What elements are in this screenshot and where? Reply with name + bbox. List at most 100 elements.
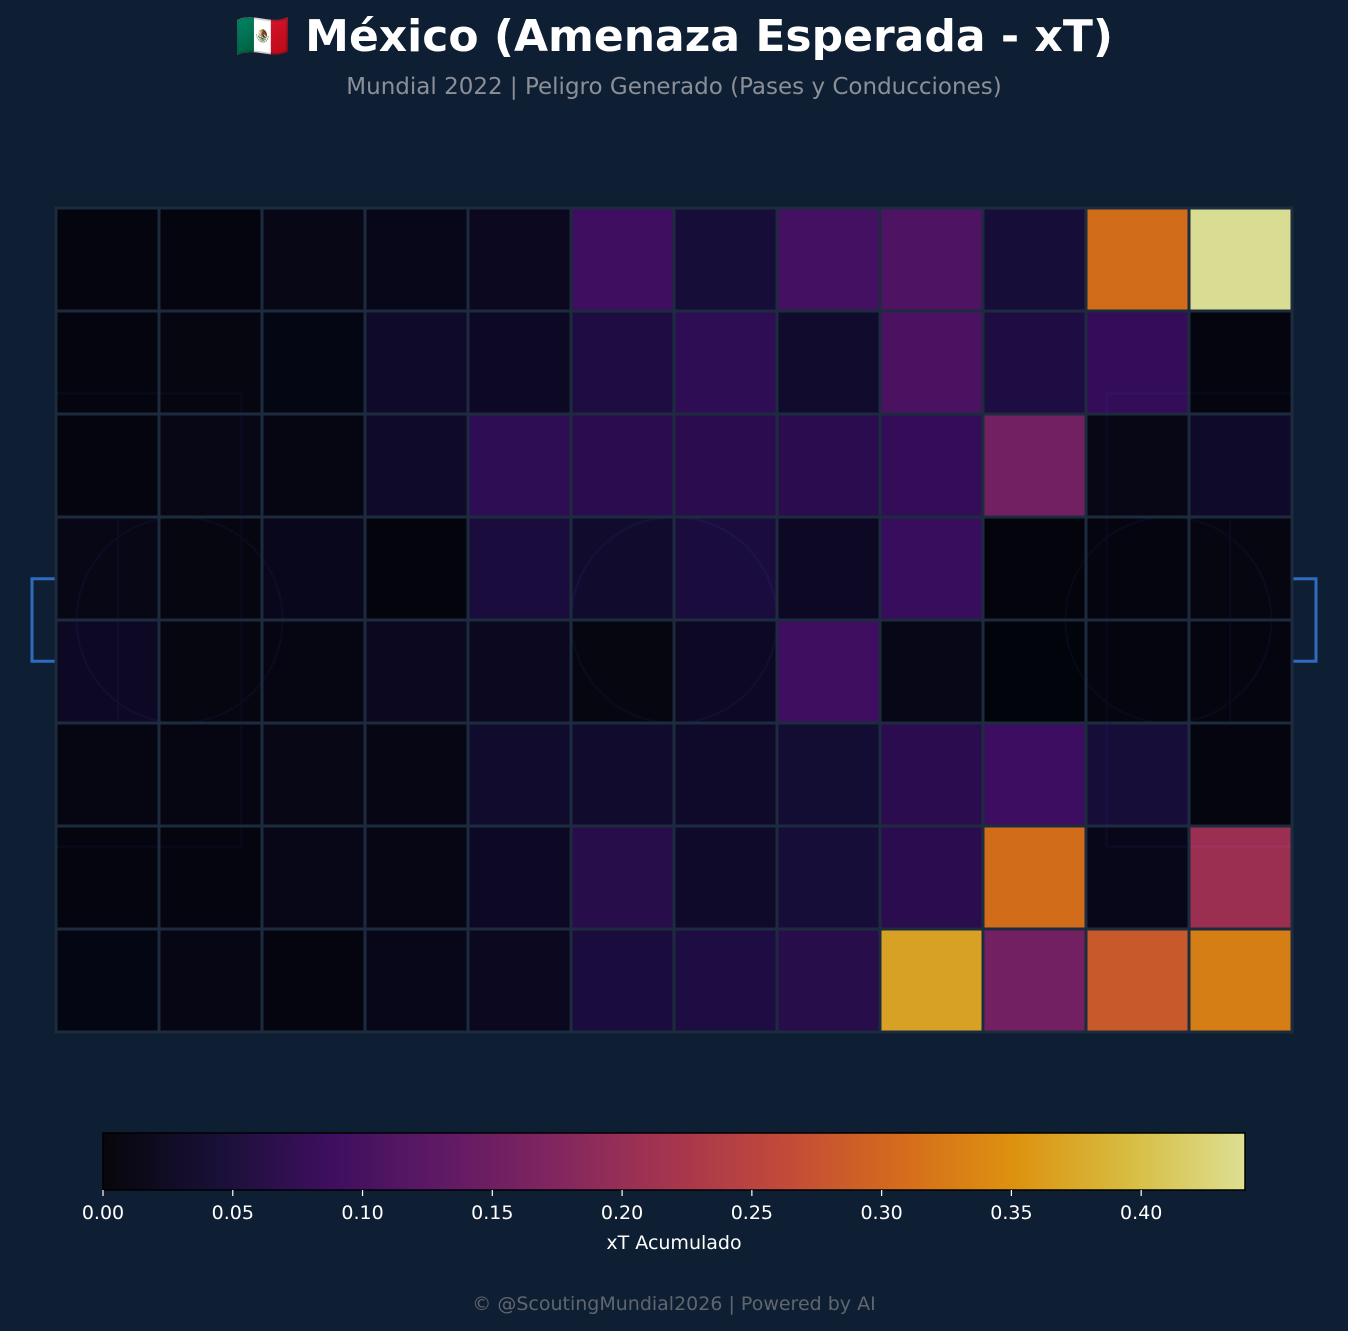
colorbar-tick-label: 0.15 xyxy=(471,1202,513,1224)
colorbar-tick-label: 0.35 xyxy=(990,1202,1032,1224)
heatmap-cell-r0-c8 xyxy=(878,206,985,313)
heatmap-cell-r7-c6 xyxy=(672,927,779,1034)
heatmap-cell-r6-c2 xyxy=(260,824,367,931)
footer-credit: © @ScoutingMundial2026 | Powered by AI xyxy=(472,1293,876,1315)
left-goal xyxy=(30,577,56,663)
heatmap-cell-r0-c10 xyxy=(1084,206,1191,313)
heatmap-cell-r6-c3 xyxy=(363,824,470,931)
heatmap-cell-r3-c4 xyxy=(466,515,573,622)
heatmap-cell-r3-c0 xyxy=(54,515,161,622)
heatmap-cell-r2-c10 xyxy=(1084,412,1191,519)
heatmap-cell-r3-c6 xyxy=(672,515,779,622)
heatmap-cell-r0-c11 xyxy=(1187,206,1294,313)
heatmap-cell-r4-c7 xyxy=(775,618,882,725)
colorbar-tick-label: 0.05 xyxy=(212,1202,254,1224)
heatmap-cell-r5-c4 xyxy=(466,721,573,828)
heatmap-cell-r1-c10 xyxy=(1084,309,1191,416)
heatmap-cell-r1-c2 xyxy=(260,309,367,416)
heatmap-cell-r0-c5 xyxy=(569,206,676,313)
heatmap-cell-r5-c1 xyxy=(157,721,264,828)
heatmap-cell-r7-c7 xyxy=(775,927,882,1034)
heatmap-cell-r3-c3 xyxy=(363,515,470,622)
colorbar-tick-label: 0.20 xyxy=(601,1202,643,1224)
heatmap-cell-r7-c11 xyxy=(1187,927,1294,1034)
heatmap-cell-r4-c1 xyxy=(157,618,264,725)
heatmap-cell-r3-c7 xyxy=(775,515,882,622)
heatmap-cell-r7-c8 xyxy=(878,927,985,1034)
heatmap-cell-r2-c6 xyxy=(672,412,779,519)
heatmap-cell-r6-c0 xyxy=(54,824,161,931)
colorbar-gradient xyxy=(102,1132,1246,1191)
right-goal xyxy=(1292,577,1318,663)
heatmap-cell-r2-c11 xyxy=(1187,412,1294,519)
heatmap-cell-r4-c2 xyxy=(260,618,367,725)
heatmap-cell-r7-c2 xyxy=(260,927,367,1034)
heatmap-cell-r6-c9 xyxy=(981,824,1088,931)
heatmap-cell-r0-c6 xyxy=(672,206,779,313)
heatmap-cell-r0-c0 xyxy=(54,206,161,313)
heatmap-cell-r6-c6 xyxy=(672,824,779,931)
heatmap-cell-r3-c5 xyxy=(569,515,676,622)
heatmap-cell-r2-c2 xyxy=(260,412,367,519)
heatmap-cell-r1-c9 xyxy=(981,309,1088,416)
heatmap-cell-r4-c3 xyxy=(363,618,470,725)
heatmap-cell-r6-c1 xyxy=(157,824,264,931)
colorbar-label: xT Acumulado xyxy=(606,1232,742,1254)
heatmap-cell-r4-c8 xyxy=(878,618,985,725)
heatmap-cell-r7-c4 xyxy=(466,927,573,1034)
heatmap-cell-r3-c1 xyxy=(157,515,264,622)
heatmap-cell-r5-c7 xyxy=(775,721,882,828)
heatmap-cell-r1-c3 xyxy=(363,309,470,416)
heatmap-cell-r7-c3 xyxy=(363,927,470,1034)
heatmap-cell-r7-c9 xyxy=(981,927,1088,1034)
heatmap-cell-r6-c11 xyxy=(1187,824,1294,931)
heatmap-cell-r5-c0 xyxy=(54,721,161,828)
heatmap-cell-r2-c1 xyxy=(157,412,264,519)
heatmap-cell-r7-c5 xyxy=(569,927,676,1034)
heatmap-cell-r1-c6 xyxy=(672,309,779,416)
heatmap-cell-r2-c9 xyxy=(981,412,1088,519)
heatmap-cell-r6-c8 xyxy=(878,824,985,931)
heatmap-cell-r2-c5 xyxy=(569,412,676,519)
heatmap-cell-r4-c4 xyxy=(466,618,573,725)
heatmap-cell-r0-c3 xyxy=(363,206,470,313)
heatmap-cell-r4-c9 xyxy=(981,618,1088,725)
colorbar-tick-label: 0.00 xyxy=(82,1202,124,1224)
heatmap-cell-r5-c10 xyxy=(1084,721,1191,828)
heatmap-cell-r7-c0 xyxy=(54,927,161,1034)
heatmap-cell-r2-c8 xyxy=(878,412,985,519)
heatmap-cell-r1-c8 xyxy=(878,309,985,416)
heatmap-cell-r5-c3 xyxy=(363,721,470,828)
heatmap-cell-r4-c6 xyxy=(672,618,779,725)
heatmap-cell-r1-c0 xyxy=(54,309,161,416)
heatmap-cell-r6-c5 xyxy=(569,824,676,931)
heatmap-cell-r1-c11 xyxy=(1187,309,1294,416)
heatmap-cell-r7-c1 xyxy=(157,927,264,1034)
pitch-border xyxy=(54,206,1294,1034)
heatmap-cell-r5-c2 xyxy=(260,721,367,828)
heatmap-cell-r3-c10 xyxy=(1084,515,1191,622)
heatmap-cell-r6-c10 xyxy=(1084,824,1191,931)
heatmap-cell-r1-c5 xyxy=(569,309,676,416)
colorbar-tick-label: 0.10 xyxy=(341,1202,383,1224)
heatmap-cell-r3-c8 xyxy=(878,515,985,622)
heatmap-cells xyxy=(54,206,1294,1034)
heatmap-cell-r5-c6 xyxy=(672,721,779,828)
heatmap-cell-r5-c9 xyxy=(981,721,1088,828)
colorbar: 0.00 0.05 0.10 0.15 0.20 0.25 0.30 0.35 0.40 xyxy=(82,1132,1246,1224)
heatmap-cell-r1-c1 xyxy=(157,309,264,416)
heatmap-cell-r1-c7 xyxy=(775,309,882,416)
heatmap-cell-r0-c9 xyxy=(981,206,1088,313)
heatmap-cell-r4-c0 xyxy=(54,618,161,725)
heatmap-cell-r2-c3 xyxy=(363,412,470,519)
heatmap-cell-r6-c4 xyxy=(466,824,573,931)
heatmap-cell-r4-c11 xyxy=(1187,618,1294,725)
heatmap-cell-r4-c5 xyxy=(569,618,676,725)
heatmap-cell-r0-c7 xyxy=(775,206,882,313)
heatmap-cell-r3-c11 xyxy=(1187,515,1294,622)
page-subtitle: Mundial 2022 | Peligro Generado (Pases y… xyxy=(346,74,1002,100)
heatmap-cell-r2-c7 xyxy=(775,412,882,519)
heatmap-cell-r5-c11 xyxy=(1187,721,1294,828)
heatmap-cell-r7-c10 xyxy=(1084,927,1191,1034)
